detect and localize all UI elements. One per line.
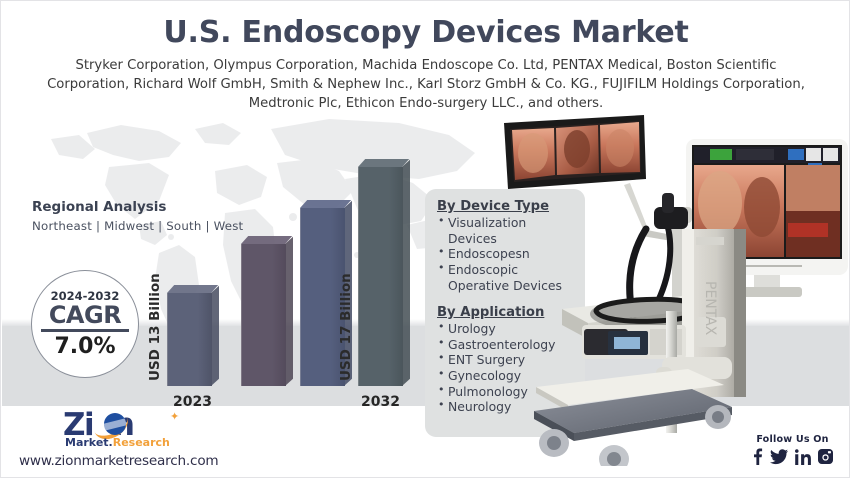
list-item: Neurology [437, 398, 575, 415]
page-title: U.S. Endoscopy Devices Market [163, 15, 689, 50]
segment-heading-application: By Application [437, 305, 545, 321]
segment-list-application: Urology Gastroenterology ENT Surgery Gyn… [437, 320, 575, 415]
bar-2032 [358, 159, 410, 386]
website-url[interactable]: www.zionmarketresearch.com [19, 453, 219, 469]
social-icon-row [752, 448, 833, 465]
cagr-divider [41, 329, 129, 332]
twitter-icon[interactable] [770, 448, 788, 465]
bar-front-face [167, 293, 212, 386]
linkedin-icon[interactable] [795, 448, 811, 465]
follow-us-label: Follow Us On [756, 434, 829, 445]
cagr-label: CAGR [48, 301, 122, 329]
instagram-icon[interactable] [818, 449, 833, 464]
bar-front-face [241, 244, 286, 386]
facebook-icon[interactable] [752, 448, 763, 465]
year-label-end: 2032 [361, 394, 400, 410]
overhead-monitor-icon [504, 115, 646, 189]
zion-logo-icon: Zion ✦ Market.Research [63, 405, 193, 449]
segment-list-device-type: Visualization Devices Endoscopesn Endosc… [437, 214, 575, 293]
list-item: Gastroenterology [437, 336, 575, 353]
list-item: Endoscopic Operative Devices [437, 261, 575, 293]
bar-side-face [402, 159, 410, 386]
list-item: ENT Surgery [437, 351, 575, 368]
logo-globe-icon [104, 413, 126, 435]
logo-star-icon: ✦ [170, 411, 180, 423]
bar-label-start: USD 13 Billion [147, 273, 163, 381]
regional-analysis-regions: Northeast | Midwest | South | West [32, 219, 244, 233]
regional-analysis-title: Regional Analysis [32, 199, 167, 215]
cagr-value: 7.0% [54, 333, 116, 359]
company-list: Stryker Corporation, Olympus Corporation… [47, 58, 805, 112]
bar-interim-1 [241, 236, 293, 386]
segments-panel: By Device Type Visualization Devices End… [425, 189, 585, 437]
segments-spacer [437, 293, 575, 305]
social-follow-block: Follow Us On [752, 434, 833, 465]
brand-logo-block[interactable]: Zion ✦ Market.Research www.zionmarketres… [19, 405, 219, 469]
cagr-period: 2024-2032 [50, 289, 120, 303]
logo-tagline: Market.Research [65, 436, 170, 449]
list-item: Gynecology [437, 367, 575, 384]
list-item: Urology [437, 320, 575, 337]
bar-side-face [285, 236, 293, 386]
procedure-monitor-icon [686, 139, 848, 297]
bar-2023 [167, 285, 219, 386]
header: U.S. Endoscopy Devices Market Stryker Co… [1, 1, 849, 111]
list-item: Endoscopesn [437, 245, 575, 262]
bar-label-end: USD 17 Billion [338, 273, 354, 381]
regional-analysis: Regional Analysis Northeast | Midwest | … [32, 199, 243, 233]
cagr-badge: 2024-2032 CAGR 7.0% [31, 270, 139, 378]
bar-side-face [211, 285, 219, 386]
year-label-start: 2023 [173, 394, 212, 410]
market-bar-chart: USD 13 Billion USD 17 Billion 2023 2032 [147, 151, 411, 436]
bar-front-face [358, 167, 403, 386]
list-item: Pulmonology [437, 383, 575, 400]
segment-heading-device-type: By Device Type [437, 199, 550, 214]
list-item: Visualization Devices [437, 214, 575, 246]
